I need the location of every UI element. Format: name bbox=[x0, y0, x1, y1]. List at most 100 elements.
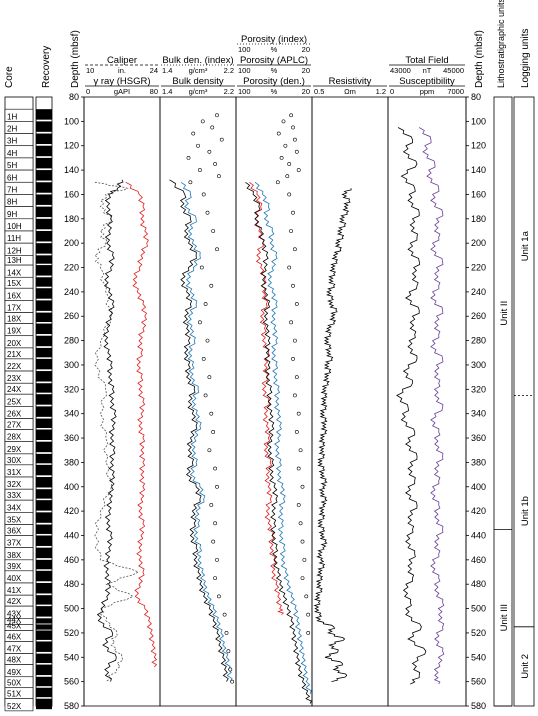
depth-tick-label: 140 bbox=[64, 165, 79, 175]
point-density-index bbox=[211, 539, 216, 544]
depth-tick-label: 180 bbox=[471, 214, 486, 224]
core-label: 48X bbox=[7, 656, 22, 665]
core-label: 47X bbox=[7, 645, 22, 654]
core-label: 39X bbox=[7, 562, 22, 571]
point-density-index bbox=[216, 174, 221, 179]
recovery-bar bbox=[36, 265, 52, 276]
point-density-index bbox=[199, 265, 204, 270]
depth-tick-label: 560 bbox=[64, 677, 79, 687]
header-unit: % bbox=[271, 45, 278, 54]
recovery-column-title: Recovery bbox=[41, 46, 52, 88]
point-porosity-index bbox=[291, 125, 295, 130]
recovery-bar bbox=[36, 243, 52, 254]
header-name: Bulk density bbox=[172, 76, 223, 87]
point-density-index bbox=[200, 119, 205, 124]
series-porosity-den bbox=[254, 181, 312, 694]
recovery-bar bbox=[36, 371, 52, 382]
recovery-bar bbox=[36, 145, 52, 157]
header-name: Bulk den. (index) bbox=[162, 55, 233, 66]
point-porosity-index bbox=[296, 168, 301, 172]
point-porosity-index bbox=[292, 137, 297, 142]
recovery-bar bbox=[36, 206, 52, 218]
depth-tick-label: 320 bbox=[64, 384, 79, 394]
recovery-bar bbox=[36, 641, 52, 652]
depth-tick-label: 440 bbox=[64, 530, 79, 540]
core-label: 18X bbox=[7, 315, 22, 324]
series-resistivity bbox=[313, 188, 352, 682]
depth-tick-label: 500 bbox=[471, 604, 486, 614]
header-min: 43000 bbox=[390, 66, 411, 75]
point-porosity-index bbox=[298, 521, 303, 526]
litho-units-column: Unit II Unit III bbox=[493, 96, 513, 707]
depth-tick-label: 520 bbox=[64, 628, 79, 638]
depth-tick-label: 500 bbox=[64, 604, 79, 614]
point-density-index bbox=[191, 131, 196, 136]
point-porosity-index bbox=[292, 247, 297, 252]
recovery-bar bbox=[36, 300, 52, 311]
core-column-title: Core bbox=[4, 66, 15, 88]
logging-units-column: Unit 1a Unit 1b Unit 2 bbox=[513, 96, 535, 707]
recovery-bar bbox=[36, 170, 52, 181]
core-label: 10H bbox=[7, 222, 22, 231]
point-density-index bbox=[203, 393, 208, 398]
depth-tick-label: 420 bbox=[471, 506, 486, 516]
point-porosity-index bbox=[285, 174, 290, 179]
point-density-index bbox=[207, 448, 212, 453]
depth-tick-label: 220 bbox=[471, 263, 486, 273]
recovery-bar bbox=[36, 109, 52, 120]
point-porosity-index bbox=[300, 576, 305, 581]
depth-tick-label: 380 bbox=[64, 457, 79, 467]
core-label: 42X bbox=[7, 597, 22, 606]
core-label: 9H bbox=[7, 210, 17, 219]
header-unit: nT bbox=[423, 66, 432, 75]
point-porosity-index bbox=[292, 393, 297, 398]
point-porosity-index bbox=[281, 119, 286, 124]
depth-tick-label: 260 bbox=[471, 311, 486, 321]
series-total-field bbox=[418, 127, 445, 685]
recovery-bar bbox=[36, 698, 52, 710]
point-density-index bbox=[197, 168, 202, 172]
point-density-index bbox=[209, 503, 214, 507]
core-label: 37X bbox=[7, 539, 22, 548]
recovery-bar bbox=[36, 255, 52, 264]
depth-tick-label: 200 bbox=[471, 238, 486, 248]
core-label: 28X bbox=[7, 433, 22, 442]
header-max: 2.2 bbox=[224, 87, 234, 96]
track-headers: Caliper 10 in. 24γ ray (HSGR) 0 gAPI 80 Bulk de… bbox=[85, 34, 465, 96]
depth-tick-label: 200 bbox=[64, 238, 79, 248]
point-density-index bbox=[213, 162, 218, 166]
depth-tick-label: 100 bbox=[471, 116, 486, 126]
point-porosity-index bbox=[300, 484, 305, 489]
point-porosity-index bbox=[300, 539, 305, 544]
point-density-index bbox=[215, 484, 219, 489]
litho-unit-label: Unit III bbox=[499, 604, 510, 631]
recovery-bar bbox=[36, 157, 52, 169]
core-label: 8H bbox=[7, 198, 17, 207]
point-density-index bbox=[211, 430, 216, 434]
core-label: 21X bbox=[7, 350, 22, 359]
core-label: 52X bbox=[7, 702, 22, 711]
core-label: 11H bbox=[7, 234, 21, 243]
recovery-bar bbox=[36, 624, 52, 630]
core-label: 27X bbox=[7, 421, 22, 430]
recovery-bar bbox=[36, 524, 52, 534]
core-label: 3H bbox=[7, 137, 17, 146]
core-label: 5H bbox=[7, 161, 17, 170]
point-density-index bbox=[224, 631, 229, 635]
series-gamma bbox=[96, 179, 124, 682]
point-porosity-index bbox=[289, 320, 294, 325]
depth-tick-label: 120 bbox=[64, 141, 79, 151]
core-label: 30X bbox=[7, 456, 22, 465]
point-porosity-index bbox=[289, 229, 294, 233]
depth-tick-label: 140 bbox=[471, 165, 486, 175]
point-porosity-index bbox=[296, 503, 301, 507]
point-porosity-index bbox=[275, 180, 280, 185]
recovery-bar bbox=[36, 288, 52, 299]
depth-tick-label: 240 bbox=[64, 287, 79, 297]
point-porosity-index bbox=[306, 612, 311, 617]
depth-tick-label: 580 bbox=[471, 701, 486, 711]
header-name: Porosity (den.) bbox=[243, 76, 305, 87]
core-label: 43X bbox=[7, 609, 22, 618]
header-max: 20 bbox=[302, 45, 310, 54]
header-unit: in. bbox=[118, 66, 126, 75]
